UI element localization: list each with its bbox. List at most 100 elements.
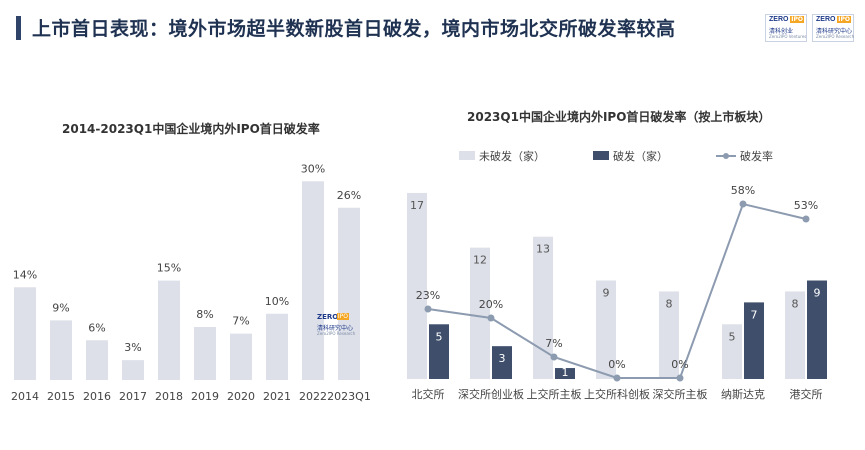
- x-tick-2022: 2022: [299, 390, 327, 403]
- rate-point-港交所: [802, 215, 810, 223]
- logo-name-en: Zero2IPO Ventures: [769, 34, 807, 39]
- zero2ipo-ventures-logo: ZERO IPO 清科创业 Zero2IPO Ventures: [765, 14, 807, 42]
- rate-label-港交所: 53%: [794, 199, 818, 212]
- x-tick-北交所: 北交所: [412, 387, 445, 401]
- bar-2022: [302, 181, 324, 380]
- bar-2018: [158, 280, 180, 380]
- label-unbroken-北交所: 17: [410, 199, 424, 212]
- bar-label-2015: 9%: [52, 301, 69, 314]
- x-tick-2018: 2018: [155, 390, 183, 403]
- bar-broken-港交所: [807, 280, 827, 379]
- bar-label-2017: 3%: [124, 341, 141, 354]
- rate-label-深交所主板: 0%: [671, 358, 688, 371]
- label-unbroken-上交所科创板: 9: [603, 287, 610, 300]
- x-tick-深交所创业板: 深交所创业板: [458, 387, 524, 401]
- watermark-logo: ZERO IPO 清科研究中心 Zero2IPO Research: [315, 313, 355, 341]
- bar-2023Q1: [338, 207, 360, 380]
- label-unbroken-港交所: 8: [792, 297, 799, 310]
- chart1-title: 2014-2023Q1中国企业境内外IPO首日破发率: [62, 122, 320, 136]
- x-tick-2014: 2014: [11, 390, 39, 403]
- rate-point-上交所主板: [550, 353, 558, 361]
- label-broken-上交所主板: 1: [562, 366, 569, 379]
- bar-label-2014: 14%: [13, 268, 37, 281]
- page-title: 上市首日表现：境外市场超半数新股首日破发，境内市场北交所破发率较高: [32, 18, 676, 40]
- bar-unbroken-港交所: [785, 291, 805, 379]
- x-tick-2017: 2017: [119, 390, 147, 403]
- x-tick-上交所主板: 上交所主板: [527, 387, 582, 401]
- bar-2017: [122, 360, 144, 380]
- bar-2021: [266, 313, 288, 380]
- logo-brand: ZERO: [769, 16, 789, 23]
- label-unbroken-纳斯达克: 5: [729, 330, 736, 343]
- bar-unbroken-北交所: [407, 192, 427, 379]
- x-tick-港交所: 港交所: [790, 387, 823, 401]
- bar-unbroken-深交所创业板: [470, 247, 490, 379]
- x-tick-2015: 2015: [47, 390, 75, 403]
- label-broken-深交所创业板: 3: [499, 352, 506, 365]
- x-tick-纳斯达克: 纳斯达克: [721, 388, 765, 401]
- x-tick-2019: 2019: [191, 390, 219, 403]
- logo-brand: ZERO: [816, 16, 836, 23]
- watermark-brand: ZERO: [317, 313, 339, 321]
- bar-broken-北交所: [429, 324, 449, 379]
- legend-swatch-broken: [593, 151, 609, 160]
- legend-marker-rate: [723, 153, 729, 159]
- rate-point-北交所: [424, 305, 432, 313]
- bar-2020: [230, 333, 252, 380]
- zero2ipo-research-logo: ZERO IPO 清科研究中心 Zero2IPO Research: [812, 14, 854, 42]
- bar-broken-深交所创业板: [492, 346, 512, 379]
- rate-label-深交所创业板: 20%: [479, 298, 503, 311]
- logo-tag: IPO: [790, 16, 804, 23]
- x-tick-上交所科创板: 上交所科创板: [584, 387, 650, 401]
- label-broken-港交所: 9: [814, 287, 821, 300]
- bar-label-2022: 30%: [301, 162, 325, 175]
- bar-unbroken-深交所主板: [659, 291, 679, 379]
- rate-point-纳斯达克: [739, 200, 747, 208]
- rate-label-上交所科创板: 0%: [608, 358, 625, 371]
- bar-label-2019: 8%: [196, 308, 213, 321]
- bar-2016: [86, 340, 108, 380]
- bar-label-2020: 7%: [232, 315, 249, 328]
- bar-2019: [194, 327, 216, 380]
- x-tick-2016: 2016: [83, 390, 111, 403]
- title-accent-bar: [16, 16, 21, 40]
- watermark-name-en: Zero2IPO Research: [317, 331, 356, 336]
- rate-point-深交所创业板: [487, 314, 495, 322]
- x-tick-2021: 2021: [263, 390, 291, 403]
- bar-2015: [50, 320, 72, 380]
- label-broken-纳斯达克: 7: [751, 308, 758, 321]
- bar-label-2018: 15%: [157, 262, 181, 275]
- rate-point-深交所主板: [676, 374, 684, 382]
- logo-name-cn: 清科创业: [769, 28, 794, 35]
- legend-label-rate: 破发率: [740, 149, 773, 163]
- legend-label-broken: 破发（家）: [613, 149, 668, 163]
- legend-swatch-unbroken: [459, 151, 475, 160]
- bar-broken-纳斯达克: [744, 302, 764, 379]
- label-unbroken-深交所主板: 8: [666, 297, 673, 310]
- bar-unbroken-上交所科创板: [596, 280, 616, 379]
- logo-name-cn: 清科研究中心: [816, 28, 853, 35]
- label-unbroken-深交所创业板: 12: [473, 254, 487, 267]
- watermark-name-cn: 清科研究中心: [317, 325, 354, 332]
- x-tick-深交所主板: 深交所主板: [653, 387, 708, 401]
- legend-label-unbroken: 未破发（家）: [479, 149, 545, 163]
- logo-tag: IPO: [837, 16, 851, 23]
- watermark-tag: IPO: [336, 313, 349, 320]
- bar-2014: [14, 287, 36, 380]
- label-broken-北交所: 5: [436, 330, 443, 343]
- x-tick-2023Q1: 2023Q1: [327, 390, 371, 403]
- x-tick-2020: 2020: [227, 390, 255, 403]
- rate-label-上交所主板: 7%: [545, 337, 562, 350]
- bar-unbroken-纳斯达克: [722, 324, 742, 379]
- logo-name-en: Zero2IPO Research: [816, 34, 855, 39]
- bar-label-2016: 6%: [88, 321, 105, 334]
- bar-unbroken-上交所主板: [533, 236, 553, 379]
- bar-label-2023Q1: 26%: [337, 189, 361, 202]
- bar-label-2021: 10%: [265, 295, 289, 308]
- bar-broken-上交所主板: [555, 368, 575, 379]
- rate-point-上交所科创板: [613, 374, 621, 382]
- rate-label-纳斯达克: 58%: [731, 184, 755, 197]
- label-unbroken-上交所主板: 13: [536, 243, 550, 256]
- rate-label-北交所: 23%: [416, 289, 440, 302]
